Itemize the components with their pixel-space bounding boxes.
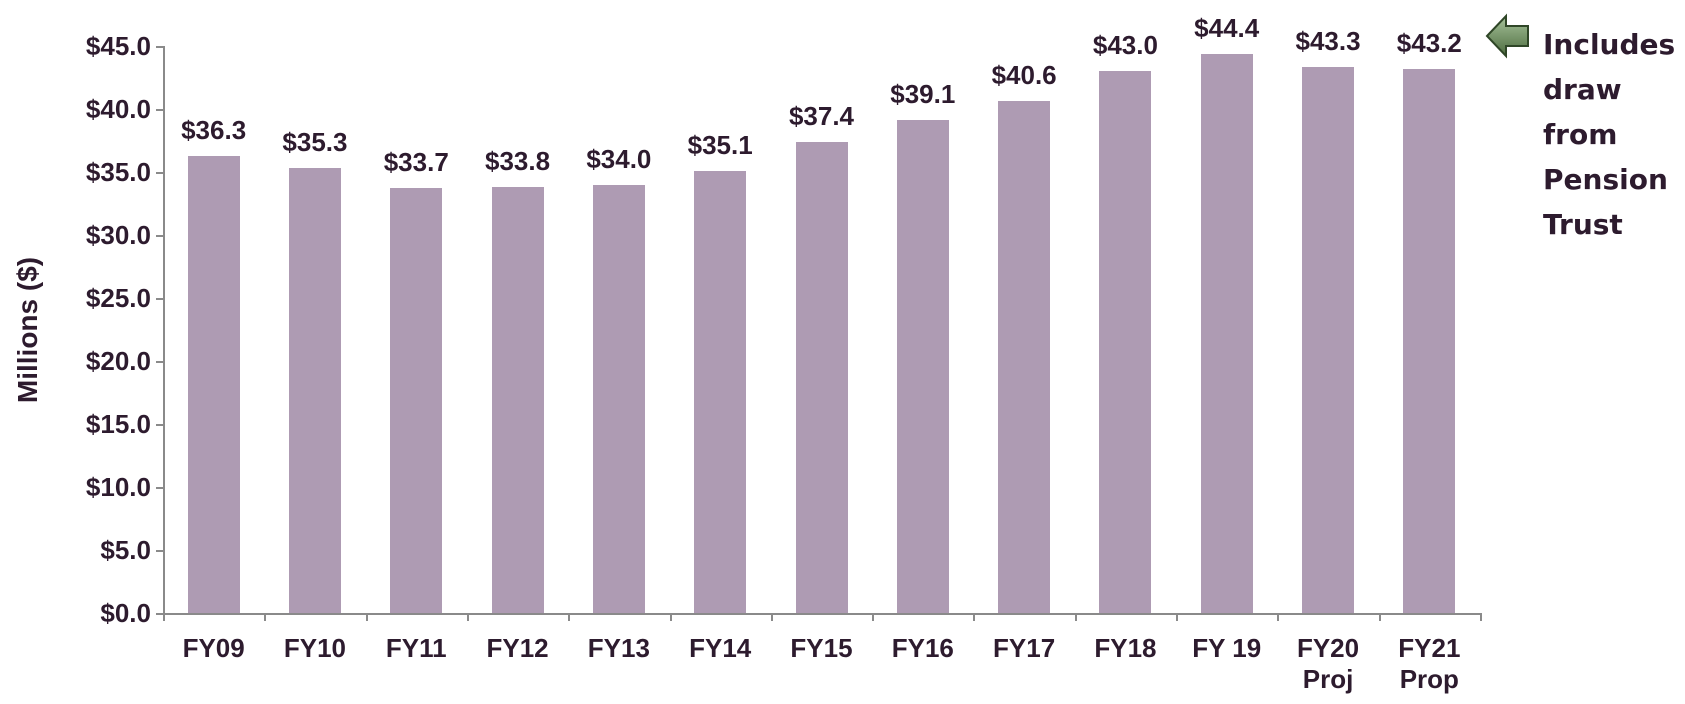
value-label: $35.3 — [282, 127, 348, 158]
x-tick — [872, 613, 875, 621]
x-tick — [669, 613, 672, 621]
x-tick-label: FY21 Prop — [1398, 633, 1461, 694]
y-tick — [156, 613, 164, 615]
x-tick — [365, 613, 368, 621]
value-label: $35.1 — [687, 129, 753, 160]
x-tick-label: FY17 — [993, 633, 1056, 663]
y-tick-label: $40.0 — [85, 94, 151, 124]
y-tick-label: $20.0 — [85, 346, 151, 376]
x-tick — [770, 613, 773, 621]
y-tick — [156, 298, 164, 300]
y-tick — [156, 109, 164, 111]
y-tick — [156, 550, 164, 552]
y-tick-label: $5.0 — [100, 535, 151, 565]
x-tick-label: FY 19 — [1192, 633, 1262, 663]
bar — [1099, 71, 1152, 613]
bar — [795, 141, 848, 613]
bar — [1200, 53, 1253, 613]
bar — [187, 155, 240, 613]
x-tick-label: FY20 Proj — [1296, 633, 1360, 694]
y-tick — [156, 172, 164, 174]
bar — [390, 188, 443, 613]
value-label: $33.8 — [485, 146, 551, 177]
bar — [896, 120, 949, 613]
value-label: $33.7 — [383, 147, 449, 178]
arrow — [1485, 13, 1529, 59]
x-tick-label: FY16 — [891, 633, 954, 663]
bar — [491, 187, 544, 613]
x-tick — [1074, 613, 1077, 621]
y-tick-label: $10.0 — [85, 472, 151, 502]
x-tick-label: FY18 — [1094, 633, 1157, 663]
x-tick — [466, 613, 469, 621]
y-tick — [156, 46, 164, 48]
value-label: $43.3 — [1295, 26, 1361, 57]
value-label: $34.0 — [586, 143, 652, 174]
bar — [1302, 67, 1355, 613]
y-tick-label: $45.0 — [85, 31, 151, 61]
y-tick-label: $25.0 — [85, 283, 151, 313]
bar — [288, 168, 341, 613]
x-tick-label: FY11 — [385, 633, 447, 663]
y-tick — [156, 235, 164, 237]
value-label: $37.4 — [788, 100, 855, 131]
x-tick — [568, 613, 571, 621]
x-tick-label: FY15 — [790, 633, 853, 663]
x-axis — [163, 613, 1480, 615]
bar — [998, 101, 1051, 613]
x-tick-label: FY10 — [283, 633, 347, 663]
y-axis-label: Millions ($) — [12, 256, 43, 404]
x-tick-label: FY13 — [587, 633, 650, 663]
value-label: $39.1 — [890, 79, 956, 110]
y-tick-label: $0.0 — [100, 598, 151, 628]
y-tick — [156, 424, 164, 426]
x-tick-label: FY12 — [486, 633, 549, 663]
x-tick-label: FY14 — [689, 633, 752, 663]
x-tick — [973, 613, 976, 621]
bar — [592, 184, 645, 613]
x-tick — [1277, 613, 1280, 621]
annotation: Includes draw from Pension Trust — [1543, 28, 1676, 241]
x-tick — [1378, 613, 1381, 621]
value-label: $44.4 — [1194, 12, 1260, 43]
y-tick — [156, 361, 164, 363]
y-tick-label: $35.0 — [85, 157, 151, 187]
bar — [694, 170, 747, 613]
value-label: $43.2 — [1396, 27, 1462, 58]
y-tick-label: $30.0 — [85, 220, 151, 250]
y-tick — [156, 487, 164, 489]
y-axis — [163, 46, 165, 614]
x-tick — [264, 613, 267, 621]
x-tick — [1480, 613, 1482, 621]
bar — [1403, 68, 1456, 613]
y-tick-label: $15.0 — [85, 409, 151, 439]
value-label: $43.0 — [1092, 30, 1158, 61]
x-tick-label: FY09 — [182, 633, 245, 663]
value-label: $40.6 — [991, 60, 1057, 91]
x-tick — [1176, 613, 1179, 621]
x-tick — [163, 613, 165, 621]
value-label: $36.3 — [181, 114, 247, 145]
